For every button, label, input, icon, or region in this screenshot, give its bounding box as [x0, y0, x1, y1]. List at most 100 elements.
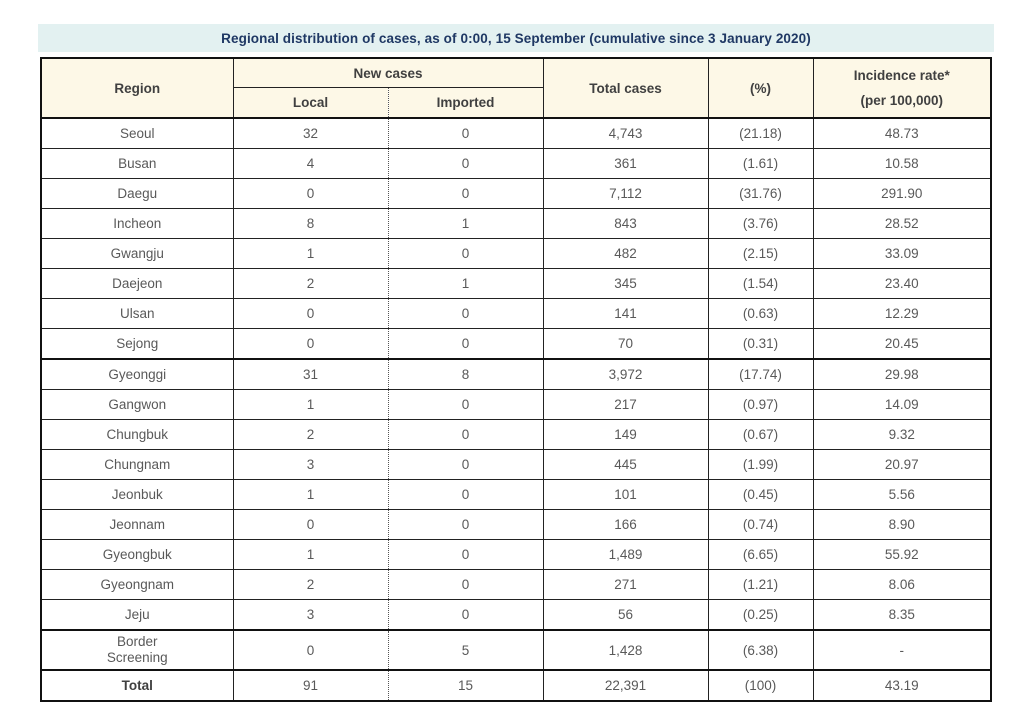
imported-cell: 1	[387, 268, 544, 299]
local-cell: 1	[232, 238, 389, 269]
header-incidence-rate: Incidence rate* (per 100,000)	[812, 57, 992, 119]
region-cell: Total	[40, 669, 234, 702]
percent-cell: (31.76)	[707, 178, 814, 209]
incidence-cell: 5.56	[812, 479, 992, 510]
imported-cell: 0	[387, 389, 544, 420]
table-row: Jeonnam 0 0 166 (0.74) 8.90	[40, 509, 992, 540]
region-cell: Ulsan	[40, 298, 234, 329]
percent-cell: (1.54)	[707, 268, 814, 299]
table-row: Incheon 8 1 843 (3.76) 28.52	[40, 208, 992, 239]
imported-cell: 0	[387, 328, 544, 360]
table-row: Gyeongbuk 1 0 1,489 (6.65) 55.92	[40, 539, 992, 570]
incidence-cell: 10.58	[812, 148, 992, 179]
local-cell: 3	[232, 449, 389, 480]
table-row: Gwangju 1 0 482 (2.15) 33.09	[40, 238, 992, 269]
percent-cell: (0.25)	[707, 599, 814, 631]
total-cell: 141	[542, 298, 709, 329]
region-cell: Daejeon	[40, 268, 234, 299]
local-cell: 2	[232, 268, 389, 299]
table-row: Busan 4 0 361 (1.61) 10.58	[40, 148, 992, 179]
local-cell: 91	[232, 669, 389, 702]
imported-cell: 1	[387, 208, 544, 239]
local-cell: 1	[232, 539, 389, 570]
region-cell: Seoul	[40, 117, 234, 149]
table-row: Gyeongnam 2 0 271 (1.21) 8.06	[40, 569, 992, 600]
percent-cell: (2.15)	[707, 238, 814, 269]
local-cell: 0	[232, 298, 389, 329]
percent-cell: (1.21)	[707, 569, 814, 600]
imported-cell: 0	[387, 599, 544, 631]
total-cell: 1,489	[542, 539, 709, 570]
total-cell: 22,391	[542, 669, 709, 702]
header-local: Local	[232, 87, 389, 119]
total-cell: 70	[542, 328, 709, 360]
incidence-cell: 29.98	[812, 358, 992, 390]
total-cell: 1,428	[542, 629, 709, 671]
incidence-cell: 8.35	[812, 599, 992, 631]
imported-cell: 0	[387, 419, 544, 450]
table-row: Chungnam 3 0 445 (1.99) 20.97	[40, 449, 992, 480]
local-cell: 1	[232, 389, 389, 420]
header-imported: Imported	[387, 87, 544, 119]
regional-cases-table: Region New cases Total cases (%) Inciden…	[40, 57, 992, 702]
imported-cell: 0	[387, 539, 544, 570]
local-cell: 0	[232, 328, 389, 360]
total-cell: 217	[542, 389, 709, 420]
imported-cell: 8	[387, 358, 544, 390]
header-incidence-rate-line2: (per 100,000)	[860, 93, 944, 108]
percent-cell: (21.18)	[707, 117, 814, 149]
incidence-cell: 43.19	[812, 669, 992, 702]
total-cell: 7,112	[542, 178, 709, 209]
incidence-cell: 291.90	[812, 178, 992, 209]
region-cell: Gyeongnam	[40, 569, 234, 600]
table-row: Gyeonggi 31 8 3,972 (17.74) 29.98	[40, 358, 992, 390]
total-cell: 4,743	[542, 117, 709, 149]
incidence-cell: 20.45	[812, 328, 992, 360]
percent-cell: (100)	[707, 669, 814, 702]
header-incidence-rate-line1: Incidence rate*	[853, 68, 950, 83]
region-cell: Chungbuk	[40, 419, 234, 450]
region-cell: Busan	[40, 148, 234, 179]
region-cell: Jeju	[40, 599, 234, 631]
table-row: Gangwon 1 0 217 (0.97) 14.09	[40, 389, 992, 420]
total-cell: 445	[542, 449, 709, 480]
region-label: Border Screening	[106, 634, 168, 665]
region-cell: Gyeongbuk	[40, 539, 234, 570]
table-row: Sejong 0 0 70 (0.31) 20.45	[40, 328, 992, 360]
imported-cell: 0	[387, 298, 544, 329]
incidence-cell: 33.09	[812, 238, 992, 269]
percent-cell: (1.99)	[707, 449, 814, 480]
region-cell: Sejong	[40, 328, 234, 360]
incidence-cell: -	[812, 629, 992, 671]
region-cell: Gwangju	[40, 238, 234, 269]
table-row: Daejeon 2 1 345 (1.54) 23.40	[40, 268, 992, 299]
imported-cell: 0	[387, 509, 544, 540]
imported-cell: 15	[387, 669, 544, 702]
table-row: Total 91 15 22,391 (100) 43.19	[40, 669, 992, 702]
region-cell: Incheon	[40, 208, 234, 239]
total-cell: 149	[542, 419, 709, 450]
local-cell: 2	[232, 569, 389, 600]
table-row: Jeonbuk 1 0 101 (0.45) 5.56	[40, 479, 992, 510]
total-cell: 345	[542, 268, 709, 299]
percent-cell: (3.76)	[707, 208, 814, 239]
local-cell: 0	[232, 509, 389, 540]
incidence-cell: 48.73	[812, 117, 992, 149]
region-cell: Chungnam	[40, 449, 234, 480]
local-cell: 31	[232, 358, 389, 390]
header-percent: (%)	[707, 57, 814, 119]
total-cell: 361	[542, 148, 709, 179]
percent-cell: (0.97)	[707, 389, 814, 420]
percent-cell: (0.74)	[707, 509, 814, 540]
table-row: Chungbuk 2 0 149 (0.67) 9.32	[40, 419, 992, 450]
percent-cell: (6.38)	[707, 629, 814, 671]
incidence-cell: 9.32	[812, 419, 992, 450]
region-cell: Jeonbuk	[40, 479, 234, 510]
incidence-cell: 14.09	[812, 389, 992, 420]
table-body: Seoul 32 0 4,743 (21.18) 48.73 Busan 4 0 361 (1.61…	[40, 117, 992, 702]
imported-cell: 0	[387, 569, 544, 600]
header-region: Region	[40, 57, 234, 119]
imported-cell: 0	[387, 117, 544, 149]
region-cell: Gyeonggi	[40, 358, 234, 390]
